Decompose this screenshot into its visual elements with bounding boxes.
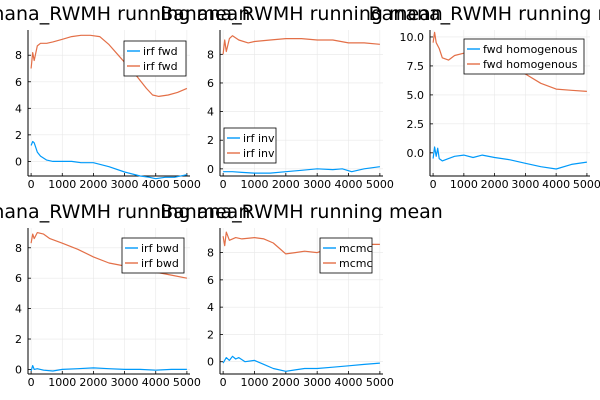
- y-tick-label: 5.0: [407, 89, 425, 102]
- y-tick-label: 0: [207, 356, 214, 369]
- legend-label: fwd homogenous: [483, 58, 578, 71]
- x-tick-label: 1000: [48, 178, 76, 191]
- y-tick-label: 8: [207, 48, 214, 61]
- y-tick-label: 6: [207, 77, 214, 90]
- legend-box: [121, 237, 185, 274]
- x-tick-label: 5000: [173, 376, 201, 389]
- legend-box: [463, 38, 585, 75]
- legend: irf fwd irf fwd: [123, 40, 187, 77]
- y-tick-label: 6: [15, 76, 22, 89]
- x-tick-label: 5000: [366, 178, 394, 191]
- legend-box: [223, 127, 277, 164]
- legend-label: mcmc: [339, 257, 373, 270]
- legend-label: irf fwd: [143, 60, 178, 73]
- x-tick-label: 0: [28, 178, 35, 191]
- x-tick-label: 3000: [303, 376, 331, 389]
- x-tick-label: 5000: [573, 178, 600, 191]
- x-tick-label: 1000: [48, 376, 76, 389]
- chart-title: Banana_RWMH running mean: [369, 3, 600, 25]
- y-tick-label: 8: [207, 247, 214, 260]
- x-tick-label: 2000: [481, 178, 509, 191]
- x-tick-label: 0: [220, 178, 227, 191]
- legend-label: irf inv: [243, 132, 275, 145]
- chart-title: Banana_RWMH running mean: [160, 3, 443, 25]
- legend: fwd homogenous fwd homogenous: [463, 38, 585, 75]
- series-line-2: [222, 35, 380, 55]
- y-tick-label: 0: [15, 155, 22, 168]
- y-tick-label: 8: [15, 49, 22, 62]
- series-line-1: [30, 140, 188, 180]
- x-tick-label: 1000: [450, 178, 478, 191]
- x-tick-label: 4000: [335, 178, 363, 191]
- y-tick-label: 10.0: [400, 31, 425, 44]
- x-tick-label: 0: [430, 178, 437, 191]
- y-tick-label: 4: [15, 102, 22, 115]
- chart-title: Banana_RWMH running mean: [0, 201, 250, 223]
- chart-title: Banana_RWMH running mean: [160, 201, 443, 223]
- legend-label: irf fwd: [143, 45, 178, 58]
- x-tick-label: 2000: [79, 178, 107, 191]
- x-tick-label: 0: [28, 376, 35, 389]
- x-tick-label: 1000: [240, 376, 268, 389]
- y-tick-label: 8: [15, 242, 22, 255]
- x-tick-label: 0: [220, 376, 227, 389]
- y-tick-label: 2.5: [407, 118, 425, 131]
- x-tick-label: 4000: [335, 376, 363, 389]
- series-line-1: [222, 355, 380, 372]
- x-tick-label: 1000: [240, 178, 268, 191]
- x-tick-label: 3000: [111, 178, 139, 191]
- y-tick-label: 2: [207, 328, 214, 341]
- y-tick-label: 0: [207, 163, 214, 176]
- x-tick-label: 4000: [142, 376, 170, 389]
- x-tick-label: 3000: [303, 178, 331, 191]
- chart-panel-3: 0 1000 2000 3000 4000 50000.02.55.07.510.0Ban…: [369, 3, 600, 191]
- y-tick-label: 4: [207, 301, 214, 314]
- legend-label: irf bwd: [141, 257, 179, 270]
- x-tick-label: 5000: [366, 376, 394, 389]
- y-tick-label: 2: [207, 134, 214, 147]
- x-tick-label: 5000: [173, 178, 201, 191]
- x-tick-label: 4000: [142, 178, 170, 191]
- legend: mcmc mcmc: [319, 237, 373, 274]
- legend-box: [123, 40, 187, 77]
- y-tick-label: 6: [15, 272, 22, 285]
- legend-label: fwd homogenous: [483, 43, 578, 56]
- x-tick-label: 2000: [79, 376, 107, 389]
- y-tick-label: 7.5: [407, 60, 425, 73]
- legend-label: irf inv: [243, 147, 275, 160]
- x-tick-label: 3000: [111, 376, 139, 389]
- y-tick-label: 0.0: [407, 147, 425, 160]
- y-tick-label: 6: [207, 274, 214, 287]
- y-tick-label: 4: [207, 106, 214, 119]
- legend: irf bwd irf bwd: [121, 237, 185, 274]
- series-line-1: [223, 166, 380, 174]
- series-line-1: [432, 146, 587, 170]
- y-tick-label: 4: [15, 303, 22, 316]
- x-tick-label: 3000: [511, 178, 539, 191]
- x-tick-label: 2000: [272, 376, 300, 389]
- legend-label: irf bwd: [141, 242, 179, 255]
- legend-label: mcmc: [339, 242, 373, 255]
- series-line-2: [30, 34, 188, 98]
- series-line-1: [30, 365, 187, 372]
- x-tick-label: 4000: [542, 178, 570, 191]
- y-tick-label: 0: [15, 363, 22, 376]
- y-tick-label: 2: [15, 129, 22, 142]
- y-tick-label: 2: [15, 333, 22, 346]
- legend-box: [319, 237, 373, 274]
- x-tick-label: 2000: [272, 178, 300, 191]
- legend: irf inv irf inv: [223, 127, 277, 164]
- chart-title: Banana_RWMH running mean: [0, 3, 250, 25]
